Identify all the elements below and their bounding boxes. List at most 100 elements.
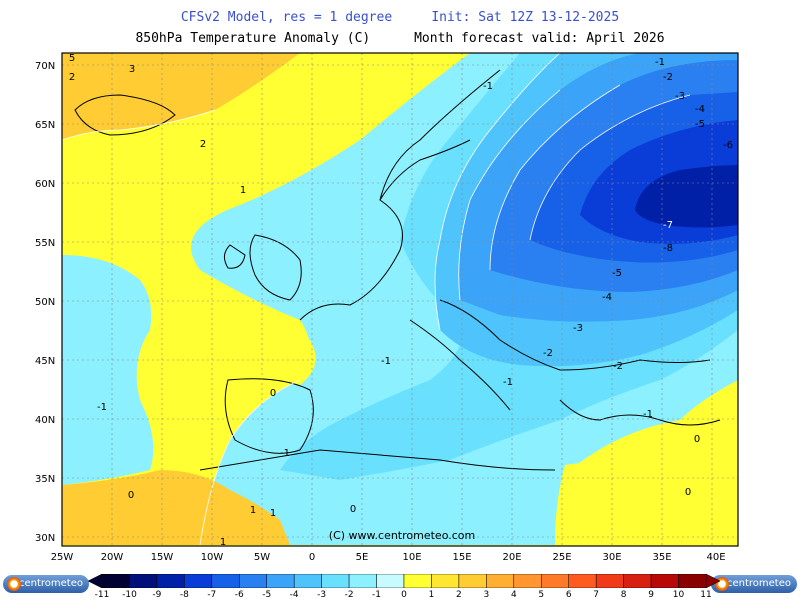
colorbar-tick-label: 10 — [672, 590, 685, 600]
contour-label: -1 — [655, 57, 665, 68]
colorbar-tick-label: -9 — [152, 590, 162, 600]
colorbar-left-arrow — [88, 574, 103, 588]
colorbar-tick-label: 0 — [401, 590, 407, 600]
colorbar-tick-label: -5 — [262, 590, 272, 600]
colorbar-tick-label: -4 — [289, 590, 299, 600]
contour-label: -8 — [663, 243, 673, 254]
colorbar-tick-label: -3 — [317, 590, 327, 600]
lat-label: 40N — [35, 415, 55, 426]
colorbar-segment — [678, 574, 707, 588]
lon-axis: 25W 20W 15W 10W 5W 0 5E 10E 15E 20E 25E … — [51, 552, 726, 563]
colorbar-tick-label: -8 — [179, 590, 189, 600]
lon-label: 40E — [706, 552, 725, 563]
contour-label: -1 — [280, 448, 290, 459]
map-frame — [61, 52, 739, 547]
colorbar-segment — [513, 574, 542, 588]
contour-label: -1 — [483, 81, 493, 92]
contour-label: 2 — [200, 139, 206, 150]
colorbar-segment — [129, 574, 158, 588]
lat-label: 70N — [35, 61, 55, 72]
lon-label: 15E — [452, 552, 471, 563]
lat-label: 50N — [35, 297, 55, 308]
lon-label: 25W — [51, 552, 74, 563]
colorbar-tick-label: -6 — [234, 590, 244, 600]
lon-label: 10E — [402, 552, 421, 563]
contour-label: -5 — [612, 268, 622, 279]
variable-title: 850hPa Temperature Anomaly (C) — [135, 31, 371, 46]
colorbar-tick-label: -11 — [94, 590, 110, 600]
coastlines — [74, 69, 721, 471]
valid-time: Month forecast valid: April 2026 — [414, 31, 665, 46]
lon-label: 5W — [254, 552, 270, 563]
colorbar-tick-label: 11 — [700, 590, 712, 600]
contour-label: -2 — [613, 361, 623, 372]
colorbar-tick-label: 7 — [593, 590, 600, 600]
contour-label: 0 — [685, 487, 691, 498]
lat-label: 65N — [35, 120, 55, 131]
init-time: Init: Sat 12Z 13-12-2025 — [431, 10, 620, 25]
colorbar-segment — [266, 574, 295, 588]
contour-label: -7 — [663, 220, 673, 231]
lat-label: 55N — [35, 238, 55, 249]
chart-title-line2: 850hPa Temperature Anomaly (C) Month for… — [0, 31, 800, 46]
contour-label: 3 — [129, 64, 135, 75]
contour-label: 0 — [270, 388, 276, 399]
model-info: CFSv2 Model, res = 1 degree — [180, 10, 393, 25]
lat-label: 30N — [35, 533, 55, 544]
colorbar-segment — [486, 574, 515, 588]
chart-title-line1: CFSv2 Model, res = 1 degree Init: Sat 12… — [0, 10, 800, 25]
colorbar-segment — [568, 574, 597, 588]
colorbar — [88, 574, 720, 588]
lon-label: 35E — [652, 552, 671, 563]
colorbar-segment — [403, 574, 432, 588]
colorbar-segment — [101, 574, 130, 588]
contour-label: -5 — [695, 119, 705, 130]
contour-label: 0 — [350, 504, 356, 515]
contour-label: 1 — [220, 537, 226, 548]
lat-label: 45N — [35, 356, 55, 367]
colorbar-segment — [156, 574, 185, 588]
contour-label: -1 — [381, 356, 391, 367]
contour-label: 2 — [69, 72, 75, 83]
contour-label: 0 — [128, 490, 134, 501]
lon-label: 25E — [552, 552, 571, 563]
contour-label: 5 — [69, 53, 75, 64]
contour-label: -4 — [695, 104, 705, 115]
colorbar-tick-label: -10 — [122, 590, 137, 600]
contour-label: -4 — [602, 292, 612, 303]
graticule — [62, 53, 738, 546]
anomaly-field — [62, 53, 738, 546]
contour-label: -3 — [675, 91, 685, 102]
colorbar-tick-label: -7 — [207, 590, 217, 600]
contour-label: -1 — [643, 409, 653, 420]
lon-label: 15W — [151, 552, 174, 563]
colorbar-segment — [431, 574, 460, 588]
colorbar-right-arrow — [705, 574, 720, 588]
colorbar-tick-label: 6 — [565, 590, 572, 600]
lon-label: 0 — [309, 552, 315, 563]
lat-axis: 70N 65N 60N 55N 50N 45N 40N 35N 30N — [35, 61, 55, 544]
logo-icon — [7, 577, 21, 591]
contour-label: -2 — [663, 72, 673, 83]
colorbar-tick-label: 4 — [510, 590, 517, 600]
colorbar-segment — [239, 574, 267, 588]
contour-label: 1 — [250, 505, 256, 516]
colorbar-tick-label: 2 — [456, 590, 462, 600]
colorbar-tick-label: 9 — [648, 590, 654, 600]
colorbar-segment — [293, 574, 322, 588]
centrometeo-logo-left: centrometeo — [3, 575, 89, 593]
colorbar-segment — [376, 574, 405, 588]
contour-value-labels: -1 -2 -3 -4 -5 -6 -7 -8 -5 -4 -3 -2 -2 -… — [69, 53, 733, 548]
colorbar-segment — [541, 574, 569, 588]
lon-label: 30E — [602, 552, 621, 563]
colorbar-segment — [348, 574, 377, 588]
colorbar-segment — [211, 574, 240, 588]
colorbar-tick-label: 3 — [483, 590, 490, 600]
colorbar-segment — [595, 574, 624, 588]
colorbar-segment — [623, 574, 652, 588]
colorbar-tick-label: -1 — [372, 590, 382, 600]
colorbar-segment — [321, 574, 350, 588]
contour-label: -2 — [543, 348, 553, 359]
colorbar-tick-label: 8 — [620, 590, 627, 600]
